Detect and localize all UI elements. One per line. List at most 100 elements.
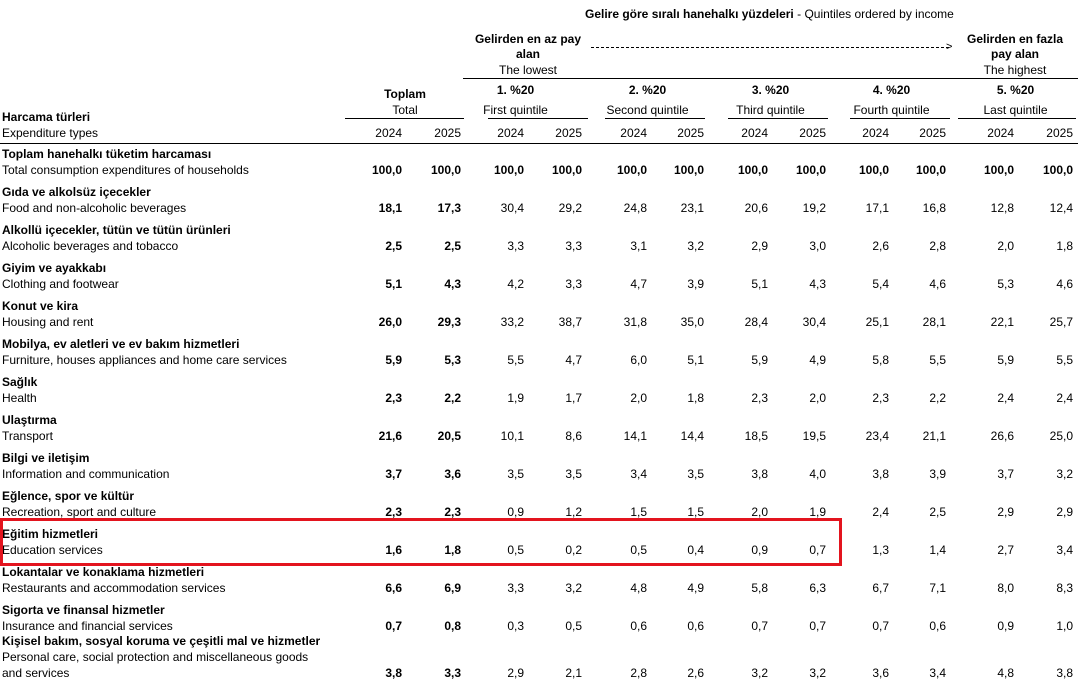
quintile-5-en: Last quintile (983, 103, 1048, 117)
table-cell: 100,0 (430, 163, 461, 177)
year-header-cell: 2024 (862, 126, 889, 140)
table-cell: 4,3 (809, 277, 826, 291)
quintile-1-en: First quintile (483, 103, 548, 117)
row-label-tr: Eğlence, spor ve kültür (2, 489, 135, 503)
highest-label-en: The highest (983, 63, 1047, 77)
year-header-cell: 2024 (741, 126, 768, 140)
table-cell: 26,0 (378, 315, 402, 329)
row-label-en: Restaurants and accommodation services (2, 581, 226, 595)
q1-rule (488, 118, 588, 119)
table-cell: 0,4 (687, 543, 704, 557)
table-cell: 17,1 (865, 201, 889, 215)
q5-rule (958, 118, 1076, 119)
table-cell: 3,5 (507, 467, 524, 481)
table-cell: 3,4 (630, 467, 647, 481)
table-cell: 2,5 (444, 239, 461, 253)
year-header-cell: 2025 (434, 126, 461, 140)
table-cell: 3,3 (444, 666, 461, 680)
table-cell: 2,0 (997, 239, 1014, 253)
table-cell: 30,4 (500, 201, 524, 215)
table-cell: 33,2 (500, 315, 524, 329)
table-cell: 2,5 (385, 239, 402, 253)
table-cell: 2,0 (751, 505, 768, 519)
table-cell: 2,9 (507, 666, 524, 680)
table-cell: 3,7 (997, 467, 1014, 481)
table-cell: 3,4 (929, 666, 946, 680)
table-cell: 8,0 (997, 581, 1014, 595)
table-cell: 3,3 (565, 239, 582, 253)
table-cell: 3,3 (507, 581, 524, 595)
table-cell: 12,8 (990, 201, 1014, 215)
row-label-en: Education services (2, 543, 103, 557)
table-cell: 1,5 (687, 505, 704, 519)
table-cell: 14,1 (623, 429, 647, 443)
table-cell: 0,6 (687, 619, 704, 633)
table-cell: 2,1 (565, 666, 582, 680)
table-cell: 3,8 (751, 467, 768, 481)
table-cell: 2,9 (997, 505, 1014, 519)
total-label-en: Total (392, 103, 418, 117)
table-cell: 4,8 (630, 581, 647, 595)
table-cell: 28,4 (744, 315, 768, 329)
table-cell: 100,0 (983, 163, 1014, 177)
lowest-label-line1: Gelirden en az pay (474, 32, 582, 46)
table-cell: 25,0 (1049, 429, 1073, 443)
total-rule (345, 118, 464, 119)
table-cell: 6,7 (872, 581, 889, 595)
quintile-2-tr: 2. %20 (628, 83, 667, 97)
row-label-en: Furniture, houses appliances and home ca… (2, 353, 287, 367)
quintile-3-tr: 3. %20 (751, 83, 790, 97)
table-cell: 100,0 (371, 163, 402, 177)
table-cell: 14,4 (680, 429, 704, 443)
row-label-en: Total consumption expenditures of househ… (2, 163, 249, 177)
table-cell: 3,7 (385, 467, 402, 481)
table-cell: 23,4 (865, 429, 889, 443)
table-cell: 7,1 (929, 581, 946, 595)
table-cell: 2,3 (444, 505, 461, 519)
table-cell: 3,8 (385, 666, 402, 680)
table-cell: 18,5 (744, 429, 768, 443)
highlight-box (0, 518, 842, 566)
table-cell: 2,7 (997, 543, 1014, 557)
table-cell: 5,1 (751, 277, 768, 291)
table-cell: 29,3 (437, 315, 461, 329)
row-label-en: Health (2, 391, 37, 405)
highest-label-line2: pay alan (990, 47, 1040, 61)
year-header-cell: 2025 (677, 126, 704, 140)
row-label-tr: Kişisel bakım, sosyal koruma ve çeşitli … (2, 634, 321, 648)
table-cell: 1,9 (507, 391, 524, 405)
table-cell: 23,1 (680, 201, 704, 215)
table-cell: 21,1 (922, 429, 946, 443)
table-cell: 2,6 (687, 666, 704, 680)
table-cell: 19,5 (802, 429, 826, 443)
table-cell: 4,9 (687, 581, 704, 595)
table-cell: 4,2 (507, 277, 524, 291)
table-cell: 1,8 (1056, 239, 1073, 253)
table-cell: 25,1 (865, 315, 889, 329)
row-label-tr: Toplam hanehalkı tüketim harcaması (2, 147, 212, 161)
row-header-tr: Harcama türleri (2, 110, 91, 124)
q4-rule (850, 118, 950, 119)
table-cell: 4,9 (809, 353, 826, 367)
table-cell: 18,1 (378, 201, 402, 215)
table-cell: 3,4 (1056, 543, 1073, 557)
q3-rule (728, 118, 828, 119)
table-cell: 3,2 (565, 581, 582, 595)
table-cell: 1,8 (444, 543, 461, 557)
table-cell: 6,9 (444, 581, 461, 595)
table-cell: 5,9 (751, 353, 768, 367)
arrow-head-icon: > (946, 41, 953, 53)
table-cell: 0,2 (565, 543, 582, 557)
total-label-tr: Toplam (384, 87, 426, 101)
table-cell: 100,0 (493, 163, 524, 177)
year-header-cell: 2024 (497, 126, 524, 140)
table-cell: 0,9 (751, 543, 768, 557)
table-cell: 5,9 (997, 353, 1014, 367)
table-cell: 4,6 (929, 277, 946, 291)
table-cell: 3,5 (565, 467, 582, 481)
row-label-en: Information and communication (2, 467, 170, 481)
table-cell: 0,7 (385, 619, 402, 633)
table-cell: 0,7 (809, 619, 826, 633)
header-rule-top (463, 78, 1078, 79)
table-cell: 0,7 (872, 619, 889, 633)
